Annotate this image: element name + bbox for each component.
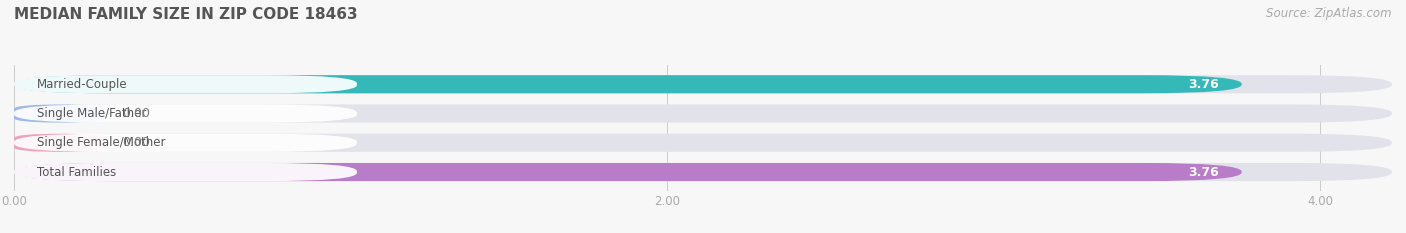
FancyBboxPatch shape: [14, 134, 1392, 152]
FancyBboxPatch shape: [14, 163, 357, 181]
FancyBboxPatch shape: [14, 75, 357, 93]
Text: Single Male/Father: Single Male/Father: [37, 107, 146, 120]
FancyBboxPatch shape: [14, 104, 1392, 123]
FancyBboxPatch shape: [14, 104, 105, 123]
Text: 3.76: 3.76: [1188, 78, 1219, 91]
Text: Source: ZipAtlas.com: Source: ZipAtlas.com: [1267, 7, 1392, 20]
Text: MEDIAN FAMILY SIZE IN ZIP CODE 18463: MEDIAN FAMILY SIZE IN ZIP CODE 18463: [14, 7, 357, 22]
Text: 0.00: 0.00: [122, 107, 150, 120]
FancyBboxPatch shape: [14, 75, 1392, 93]
FancyBboxPatch shape: [14, 104, 357, 123]
Text: Married-Couple: Married-Couple: [37, 78, 128, 91]
Text: 3.76: 3.76: [1188, 165, 1219, 178]
FancyBboxPatch shape: [14, 134, 357, 152]
Text: Total Families: Total Families: [37, 165, 117, 178]
FancyBboxPatch shape: [14, 134, 105, 152]
Text: Single Female/Mother: Single Female/Mother: [37, 136, 166, 149]
FancyBboxPatch shape: [14, 75, 1241, 93]
FancyBboxPatch shape: [14, 163, 1392, 181]
Text: 0.00: 0.00: [122, 136, 150, 149]
FancyBboxPatch shape: [14, 163, 1241, 181]
